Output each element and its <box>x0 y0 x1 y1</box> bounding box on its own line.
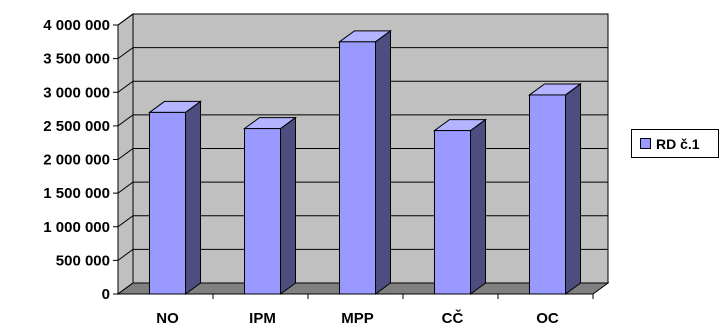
y-tick-label: 500 000 <box>56 252 110 269</box>
bar-front <box>149 111 186 295</box>
bar <box>147 100 203 295</box>
y-tick-label: 0 <box>102 286 110 303</box>
bar <box>337 29 393 295</box>
y-tick-label: 2 500 000 <box>43 118 110 135</box>
gridline <box>117 114 608 127</box>
gridline <box>117 80 608 93</box>
bar-side <box>470 118 486 295</box>
bar-side <box>565 82 581 295</box>
legend-label: RD č.1 <box>656 135 700 152</box>
gridline <box>117 47 608 60</box>
bar-side <box>185 100 201 295</box>
y-tick-label: 3 500 000 <box>43 51 110 68</box>
y-tick-label: 1 500 000 <box>43 185 110 202</box>
y-tick-label: 3 000 000 <box>43 84 110 101</box>
x-category-label: OC <box>536 310 559 327</box>
x-category-label: CČ <box>442 309 464 327</box>
gridline <box>117 13 608 26</box>
y-tick-label: 1 000 000 <box>43 219 110 236</box>
bar-front <box>529 94 566 295</box>
bar-front <box>434 130 471 295</box>
x-category-label: IPM <box>249 310 276 327</box>
bar <box>432 118 488 295</box>
bar <box>527 82 583 295</box>
bar-side <box>280 116 296 295</box>
y-tick-label: 4 000 000 <box>43 17 110 34</box>
bar-front <box>244 128 281 295</box>
bar <box>242 116 298 295</box>
x-category-label: NO <box>156 310 179 327</box>
y-tick-label: 2 000 000 <box>43 152 110 169</box>
bar-front <box>339 41 376 295</box>
x-category-label: MPP <box>341 310 374 327</box>
legend: RD č.1 <box>631 129 719 158</box>
legend-swatch <box>640 138 651 149</box>
bar-side <box>375 29 391 295</box>
